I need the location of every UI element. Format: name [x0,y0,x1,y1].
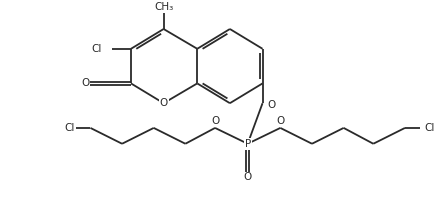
Text: O: O [268,100,276,110]
Text: P: P [245,139,251,149]
Text: CH₃: CH₃ [154,2,173,12]
Text: Cl: Cl [65,123,75,133]
Text: O: O [211,116,219,126]
Text: O: O [276,116,285,126]
Text: Cl: Cl [425,123,435,133]
Text: O: O [244,172,252,183]
Text: O: O [159,98,168,108]
Text: Cl: Cl [91,44,101,54]
Text: O: O [81,78,89,88]
